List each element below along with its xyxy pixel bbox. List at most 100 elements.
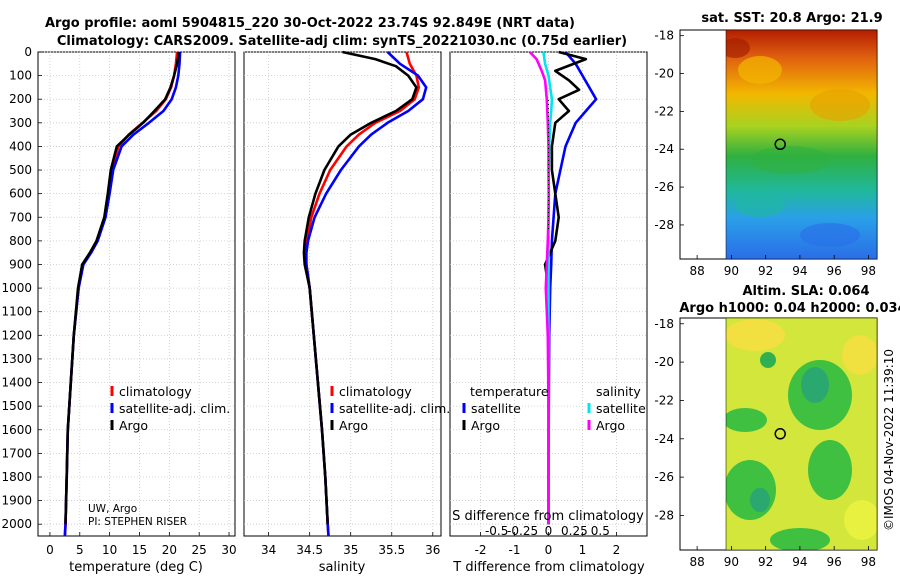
sla-map: 88 90 92 94 96 98 -18 -20 -22 -24 -26 -28 — [654, 317, 878, 569]
salinity-x-tick-label: 35 — [343, 543, 358, 557]
salinity-x-tick-label: 35.5 — [378, 543, 405, 557]
map-y-tick-label: -24 — [654, 432, 674, 446]
temperature-x-tick-label: 0 — [46, 543, 54, 557]
map-y-tick-label: -26 — [654, 180, 674, 194]
map-y-tick-label: -18 — [654, 29, 674, 43]
map-y-tick-label: -28 — [654, 218, 674, 232]
sla-map-title: Altim. SLA: 0.064 — [743, 284, 870, 299]
argo-height-title: Argo h1000: 0.04 h2000: 0.034 — [679, 301, 900, 316]
sla-green-patch — [726, 460, 776, 520]
depth-tick-label: 800 — [9, 234, 32, 248]
depth-tick-label: 100 — [9, 69, 32, 83]
depth-tick-label: 300 — [9, 116, 32, 130]
temperature-legend: climatology satellite-adj. clim. Argo — [110, 384, 230, 433]
legend-title-temperature: temperature — [470, 384, 549, 399]
salinity-x-tick-label: 34 — [261, 543, 276, 557]
depth-tick-label: 1800 — [1, 470, 32, 484]
s-difference-tick-label: 0.5 — [591, 524, 610, 538]
s-difference-tick-label: 0.25 — [561, 524, 588, 538]
sla-high-patch — [726, 319, 785, 351]
salinity-legend: climatology satellite-adj. clim. Argo — [330, 384, 450, 433]
legend-label-t-argo: Argo — [471, 418, 500, 433]
figure-title-line1: Argo profile: aoml 5904815_220 30-Oct-20… — [45, 16, 575, 31]
difference-legend: temperature salinity satellite Argo sate… — [462, 384, 646, 433]
sst-green-patch — [750, 146, 830, 174]
depth-tick-label: 400 — [9, 139, 32, 153]
sst-hot-patch — [726, 38, 750, 58]
difference-x-tick-label: -2 — [475, 543, 487, 557]
imos-timestamp: ©IMOS 04-Nov-2022 11:39:10 — [882, 349, 896, 531]
temperature-x-tick-label: 30 — [221, 543, 236, 557]
salinity-x-tick-label: 34.5 — [296, 543, 323, 557]
difference-panel: -2 -1 0 1 2 -0.5-0.25 0 0.25 0.5 — [449, 50, 648, 557]
sla-high-patch — [844, 500, 877, 540]
sst-map: 88 90 92 94 96 98 -18 -20 -22 -24 -26 -28 — [654, 29, 878, 278]
map-x-tick-label: 90 — [724, 555, 739, 569]
sst-map-title: sat. SST: 20.8 Argo: 21.9 — [701, 11, 882, 26]
legend-title-salinity: salinity — [596, 384, 641, 399]
temperature-axis-label: temperature (deg C) — [69, 560, 203, 575]
argo-float-marker — [774, 428, 786, 440]
depth-tick-label: 1900 — [1, 494, 32, 508]
sla-green-patch — [770, 528, 830, 550]
figure-title-line2: Climatology: CARS2009. Satellite-adj cli… — [57, 34, 627, 49]
argo-float-marker — [774, 138, 786, 151]
depth-tick-label: 0 — [24, 45, 32, 59]
legend-label-argo: Argo — [339, 418, 368, 433]
map-y-tick-label: -20 — [654, 67, 674, 81]
difference-x-tick-label: 1 — [579, 543, 587, 557]
difference-x-tick-label: -1 — [509, 543, 521, 557]
s-difference-tick-label: -0.25 — [507, 524, 538, 538]
temperature-x-tick-label: 10 — [102, 543, 117, 557]
map-x-tick-label: 98 — [861, 264, 876, 278]
depth-tick-label: 1400 — [1, 376, 32, 390]
temperature-x-tick-label: 20 — [162, 543, 177, 557]
map-y-tick-label: -22 — [654, 393, 674, 407]
depth-tick-label: 1300 — [1, 352, 32, 366]
legend-label-argo: Argo — [119, 418, 148, 433]
map-x-tick-label: 90 — [724, 264, 739, 278]
sla-green-patch — [808, 440, 852, 500]
temperature-panel: 0 5 10 15 20 25 30 — [37, 51, 237, 557]
map-x-tick-label: 88 — [689, 264, 704, 278]
depth-tick-label: 600 — [9, 187, 32, 201]
map-x-tick-label: 96 — [827, 555, 842, 569]
map-x-tick-label: 88 — [689, 555, 704, 569]
temperature-x-tick-label: 5 — [76, 543, 84, 557]
temperature-x-tick-label: 25 — [192, 543, 207, 557]
t-difference-axis-label: T difference from climatology — [452, 560, 645, 575]
sst-warm-patch — [810, 89, 870, 121]
salinity-series-argo — [302, 50, 418, 525]
depth-tick-label: 900 — [9, 257, 32, 271]
depth-tick-label: 1700 — [1, 446, 32, 460]
map-x-tick-label: 94 — [792, 555, 807, 569]
map-x-tick-label: 92 — [758, 264, 773, 278]
map-x-tick-label: 92 — [758, 555, 773, 569]
difference-series-salinity-argo — [528, 51, 551, 525]
map-x-tick-label: 96 — [827, 264, 842, 278]
s-difference-tick-label: -0.5 — [485, 524, 508, 538]
salinity-axes — [243, 51, 442, 537]
sla-low-patch — [801, 367, 829, 403]
sst-field — [726, 30, 877, 259]
sla-high-patch — [842, 335, 877, 375]
sla-low-patch — [760, 352, 776, 368]
legend-label-s-satellite: satellite — [596, 401, 646, 416]
sla-green-patch — [726, 408, 767, 432]
sst-cool-patch — [800, 223, 860, 247]
depth-tick-labels: 0 100 200 300 400 500 600 700 800 900 1000 1100 1200… — [1, 45, 42, 531]
legend-label-satellite: satellite-adj. clim. — [339, 401, 450, 416]
depth-tick-label: 1600 — [1, 423, 32, 437]
depth-tick-label: 200 — [9, 92, 32, 106]
temperature-series-argo — [64, 51, 181, 525]
map-y-tick-label: -24 — [654, 142, 674, 156]
difference-x-tick-label: 0 — [545, 543, 553, 557]
depth-tick-label: 2000 — [1, 517, 32, 531]
depth-tick-label: 1500 — [1, 399, 32, 413]
temperature-x-tick-label: 15 — [132, 543, 147, 557]
depth-tick-label: 1200 — [1, 328, 32, 342]
sst-warm-patch — [738, 56, 782, 84]
legend-label-climatology: climatology — [339, 384, 412, 399]
salinity-axis-label: salinity — [319, 560, 366, 575]
